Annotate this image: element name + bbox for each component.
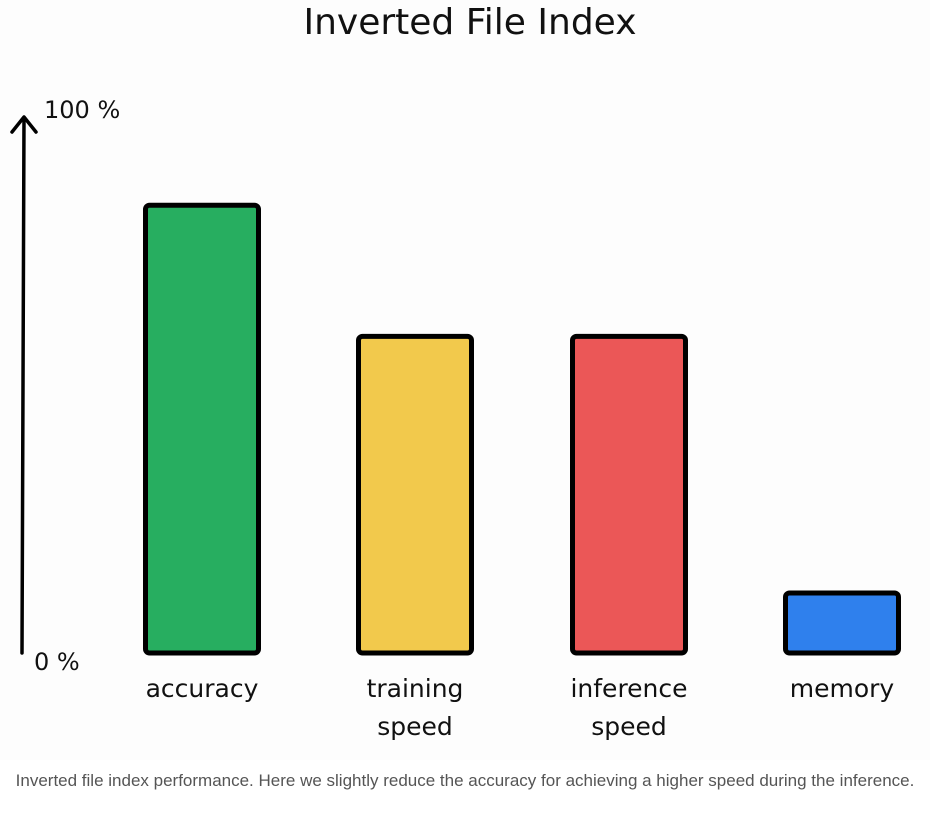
x-tick-label: speed [377, 712, 453, 741]
y-tick-label-0: 0 % [34, 648, 80, 676]
y-axis-line [20, 116, 26, 655]
y-tick-label-100: 100 % [44, 96, 120, 124]
bar-training-speed [356, 333, 474, 656]
x-tick-label: training [367, 674, 464, 703]
y-axis-arrow [10, 115, 38, 134]
x-tick-labels: accuracy training speed inference speed memor… [146, 674, 895, 741]
x-tick-label: inference [570, 674, 687, 703]
chart-title: Inverted File Index [303, 2, 636, 43]
chart-area: Inverted File Index 100 % 0 % accuracy tr… [10, 2, 901, 741]
x-tick-label: memory [790, 674, 895, 703]
figure-caption: Inverted file index performance. Here we… [15, 771, 915, 790]
x-tick-label: accuracy [146, 674, 259, 703]
bar-inference-speed [570, 333, 688, 656]
x-tick-label: speed [591, 712, 667, 741]
bar-memory [783, 590, 901, 656]
bars-group [143, 202, 901, 656]
bar-chart: Inverted File Index 100 % 0 % accuracy tr… [10, 2, 901, 741]
bar-accuracy [143, 202, 261, 656]
